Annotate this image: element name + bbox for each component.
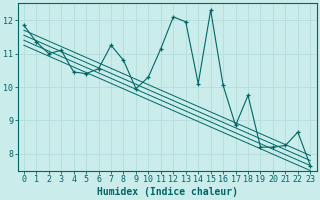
X-axis label: Humidex (Indice chaleur): Humidex (Indice chaleur) xyxy=(97,186,237,197)
